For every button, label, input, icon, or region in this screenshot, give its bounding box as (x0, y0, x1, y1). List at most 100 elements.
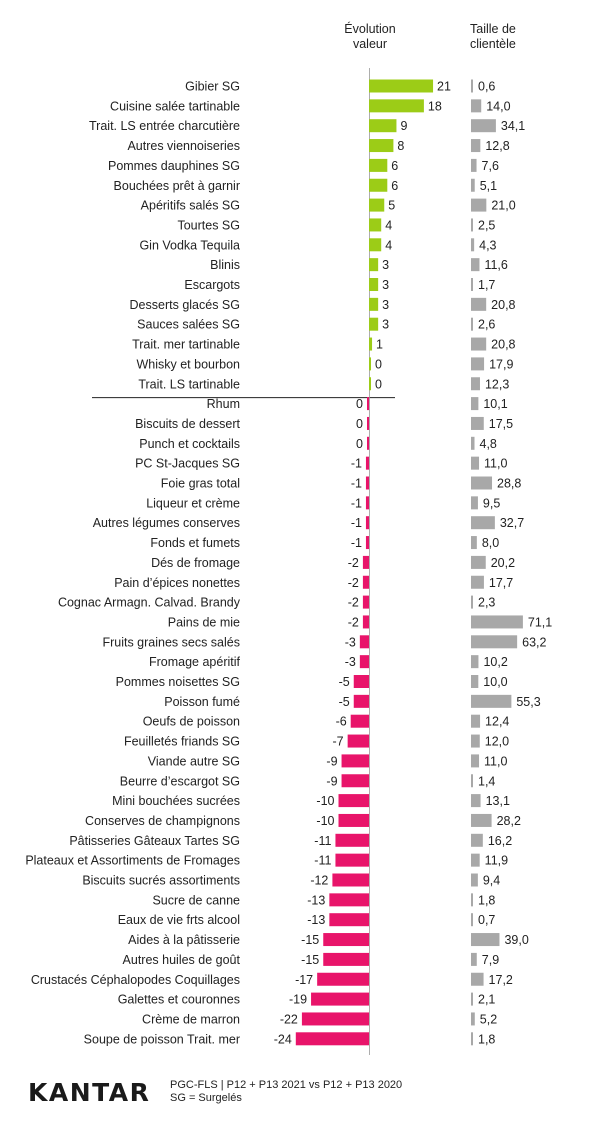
clientele-bar (471, 1032, 473, 1046)
clientele-bar (471, 238, 475, 252)
evolution-bar (332, 873, 369, 887)
evolution-value-label: -11 (314, 834, 331, 848)
category-label: Plateaux et Assortiments de Fromages (25, 854, 240, 868)
evolution-bar (353, 675, 369, 688)
evolution-bar (369, 198, 385, 212)
evolution-bar (323, 952, 369, 966)
clientele-bar (471, 119, 496, 133)
evolution-bar (338, 794, 369, 808)
clientele-bar (471, 1012, 475, 1026)
clientele-value-label: 16,2 (488, 834, 512, 848)
category-label: Cuisine salée tartinable (110, 99, 240, 113)
clientele-value-label: 1,4 (478, 774, 495, 788)
clientele-value-label: 8,0 (482, 536, 499, 550)
source-note: PGC-FLS | P12 + P13 2021 vs P12 + P13 20… (170, 1079, 402, 1105)
category-label: Liqueur et crème (146, 496, 240, 510)
clientele-value-label: 55,3 (516, 695, 540, 709)
category-label: Punch et cocktails (139, 437, 240, 451)
category-label: Whisky et bourbon (136, 357, 240, 371)
category-label: Trait. mer tartinable (132, 338, 240, 352)
category-label: Autres huiles de goût (123, 953, 241, 967)
clientele-value-label: 5,1 (480, 179, 497, 193)
clientele-value-label: 39,0 (504, 933, 528, 947)
clientele-value-label: 10,0 (483, 675, 507, 689)
evolution-value-label: -2 (348, 615, 359, 629)
clientele-value-label: 12,4 (485, 715, 509, 729)
category-label: Gin Vodka Tequila (139, 238, 240, 252)
evolution-value-label: -22 (280, 1012, 298, 1026)
evolution-bar (369, 357, 371, 371)
evolution-bar (365, 496, 369, 510)
evolution-bar (323, 933, 369, 947)
clientele-value-label: 20,8 (491, 338, 515, 352)
category-label: Crème de marron (142, 1012, 240, 1026)
evolution-value-label: -5 (339, 695, 350, 709)
evolution-bar (369, 297, 379, 311)
evolution-bar (369, 139, 394, 153)
category-label: Mini bouchées sucrées (112, 794, 240, 808)
clientele-value-label: 11,9 (485, 854, 508, 868)
clientele-bar (471, 397, 479, 411)
evolution-value-label: -19 (289, 993, 307, 1007)
evolution-value-label: 4 (385, 218, 392, 232)
evolution-value-label: -1 (351, 536, 362, 550)
clientele-value-label: 2,6 (478, 318, 495, 332)
clientele-value-label: 20,2 (491, 556, 515, 570)
clientele-bar (471, 99, 482, 113)
legend-note: SG = Surgelés (170, 1092, 242, 1104)
evolution-value-label: -12 (310, 874, 328, 888)
evolution-bar (365, 476, 369, 490)
evolution-value-label: -1 (351, 457, 362, 471)
clientele-bar (471, 258, 480, 272)
category-label: Foie gras total (161, 477, 240, 491)
evolution-bar (369, 158, 388, 172)
clientele-value-label: 1,8 (478, 1032, 495, 1046)
clientele-bar (471, 476, 493, 490)
clientele-bar (471, 913, 473, 927)
evolution-value-label: -1 (351, 477, 362, 491)
clientele-bar (471, 536, 477, 550)
clientele-bar (471, 972, 484, 986)
evolution-value-label: -9 (326, 774, 337, 788)
clientele-bar (471, 893, 473, 907)
clientele-value-label: 4,8 (480, 437, 497, 451)
clientele-bar (471, 139, 481, 153)
category-label: Feuilletés friands SG (124, 735, 240, 749)
evolution-value-label: -10 (316, 794, 334, 808)
clientele-value-label: 13,1 (486, 794, 510, 808)
category-label: Trait. LS entrée charcutière (89, 119, 240, 133)
clientele-bar (471, 337, 487, 351)
evolution-value-label: 5 (388, 199, 395, 213)
clientele-bar (471, 952, 477, 966)
evolution-bar (369, 99, 424, 113)
clientele-value-label: 11,0 (484, 457, 507, 471)
clientele-value-label: 10,2 (483, 655, 507, 669)
clientele-value-label: 1,8 (478, 893, 495, 907)
clientele-value-label: 12,3 (485, 377, 509, 391)
evolution-bar (369, 278, 379, 291)
clientele-bar (471, 694, 512, 708)
evolution-bar (369, 218, 382, 232)
clientele-bar (471, 595, 473, 609)
evolution-bar (317, 972, 369, 986)
evolution-value-label: 0 (356, 437, 363, 451)
category-label: Tourtes SG (177, 218, 240, 232)
evolution-bar (369, 79, 434, 93)
clientele-value-label: 17,7 (489, 576, 513, 590)
clientele-value-label: 63,2 (522, 635, 546, 649)
category-label: Sauces salées SG (137, 318, 240, 332)
clientele-bar (471, 714, 481, 728)
evolution-value-label: 4 (385, 238, 392, 252)
clientele-bar (471, 198, 487, 212)
category-label: Blinis (210, 258, 240, 272)
category-label: Biscuits de dessert (135, 417, 240, 431)
clientele-bar (471, 158, 477, 172)
evolution-value-label: 3 (382, 258, 389, 272)
header-taille-clientele: Taille de clientèle (470, 22, 516, 51)
evolution-bar (362, 615, 369, 629)
evolution-value-label: -13 (307, 913, 325, 927)
clientele-bar (471, 218, 473, 232)
category-label: Bouchées prêt à garnir (114, 179, 240, 193)
evolution-value-label: -10 (316, 814, 334, 828)
